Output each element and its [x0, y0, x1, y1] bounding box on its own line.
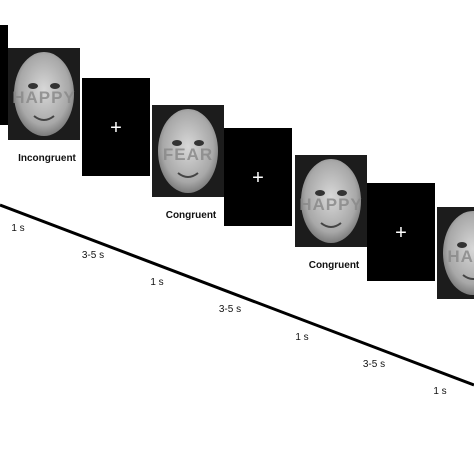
timeline [0, 203, 474, 387]
fixation-screen [82, 78, 150, 176]
face [301, 159, 361, 243]
eye [337, 190, 347, 196]
face [14, 52, 74, 136]
fixation-screen [0, 25, 8, 125]
fixation-cross: + [252, 167, 264, 189]
eye [194, 140, 204, 146]
fixation-cross: + [110, 117, 122, 139]
eye [50, 83, 60, 89]
face-word: FEAR [163, 145, 213, 164]
timing-label: 1 s [150, 277, 163, 288]
face-word: HAPP [447, 247, 474, 266]
mouth [320, 222, 342, 228]
mouth [462, 274, 474, 280]
timing-label: 1 s [11, 223, 24, 234]
face-word: HAPPY [299, 195, 363, 214]
face-screens: HAPPY Incongruent FEAR Congruent HAPPY Congru… [8, 48, 474, 397]
timing-label: 3-5 s [82, 250, 104, 261]
mouth [177, 172, 199, 178]
eye [172, 140, 182, 146]
fixation-screen [224, 128, 292, 226]
condition-label: Congruent [309, 260, 360, 271]
eye [457, 242, 467, 248]
face-word: HAPPY [12, 88, 76, 107]
face [158, 109, 218, 193]
face [443, 211, 474, 295]
eye [315, 190, 325, 196]
condition-label: Congruent [166, 210, 217, 221]
condition-label: Incongruent [18, 153, 76, 164]
mouth [33, 115, 55, 121]
timing-label: 1 s [433, 386, 446, 397]
timing-label: 3-5 s [219, 304, 241, 315]
eye [28, 83, 38, 89]
fixation-screen [367, 183, 435, 281]
fixation-cross: + [395, 222, 407, 244]
timing-label: 3-5 s [363, 359, 385, 370]
timing-label: 1 s [295, 332, 308, 343]
